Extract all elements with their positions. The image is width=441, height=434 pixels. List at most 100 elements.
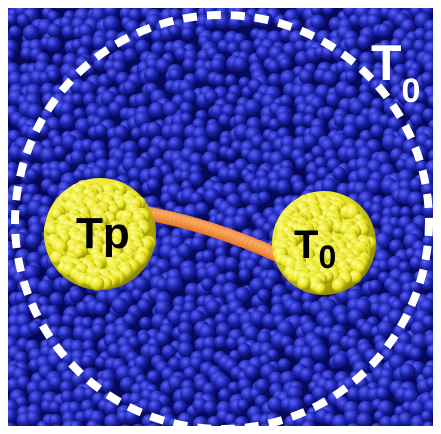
solvent-particle xyxy=(250,310,266,327)
bead-subunit xyxy=(90,276,105,291)
solvent-particle xyxy=(268,371,284,387)
solvent-particle xyxy=(322,8,335,16)
solvent-particle xyxy=(16,302,32,318)
solvent-particle xyxy=(425,159,433,177)
solvent-particle xyxy=(130,127,143,140)
solvent-particle xyxy=(122,80,137,95)
solvent-particle xyxy=(134,39,150,55)
solvent-particle xyxy=(356,166,373,184)
solvent-particle xyxy=(16,13,30,27)
solvent-particle xyxy=(387,116,404,132)
solvent-particle xyxy=(189,356,204,371)
solvent-particle xyxy=(229,245,243,259)
solvent-particle xyxy=(52,53,65,66)
solvent-particle xyxy=(267,396,284,413)
solvent-particle xyxy=(424,30,433,45)
solvent-particle xyxy=(168,24,181,38)
solvent-particle xyxy=(72,169,86,182)
solvent-particle xyxy=(69,288,84,303)
solvent-particle xyxy=(407,191,425,208)
solvent-particle xyxy=(199,324,216,341)
solvent-particle xyxy=(237,399,250,412)
solvent-particle xyxy=(25,233,41,249)
solvent-particle xyxy=(309,14,326,31)
solvent-particle xyxy=(213,74,226,87)
solvent-particle xyxy=(402,388,419,405)
solvent-particle xyxy=(71,93,84,106)
solvent-particle xyxy=(291,289,304,302)
solvent-particle xyxy=(103,15,120,33)
solvent-particle xyxy=(342,59,359,76)
bath-temperature-label-subscript: 0 xyxy=(402,72,421,110)
solvent-particle xyxy=(192,416,209,426)
solvent-particle xyxy=(92,34,108,50)
solvent-particle xyxy=(356,412,373,426)
solvent-particle xyxy=(234,287,251,304)
solvent-particle xyxy=(113,125,129,140)
solvent-particle xyxy=(299,367,315,383)
bead-subunit xyxy=(331,278,346,293)
solvent-particle xyxy=(46,36,62,53)
solvent-particle xyxy=(310,8,323,16)
solvent-particle xyxy=(321,106,335,120)
solvent-particle xyxy=(104,312,118,326)
solvent-particle xyxy=(91,323,105,337)
solvent-particle xyxy=(214,335,228,349)
solvent-particle xyxy=(22,24,40,42)
bead-subunit xyxy=(297,276,311,290)
solvent-particle xyxy=(375,386,390,401)
solvent-particle xyxy=(432,65,433,71)
solvent-particle xyxy=(48,414,63,426)
cold-bead xyxy=(272,191,377,295)
solvent-particle xyxy=(202,336,218,352)
solvent-particle xyxy=(427,95,433,108)
solvent-particle xyxy=(247,149,265,166)
solvent-particle xyxy=(425,377,433,390)
solvent-particle xyxy=(104,8,119,18)
solvent-particle xyxy=(101,379,115,393)
solvent-particle xyxy=(155,277,170,292)
solvent-particle xyxy=(201,249,215,263)
solvent-particle xyxy=(389,49,406,66)
solvent-particle xyxy=(26,410,42,426)
solvent-particle xyxy=(432,231,433,237)
solvent-particle xyxy=(177,321,193,337)
solvent-particle xyxy=(371,67,387,83)
solvent-particle xyxy=(26,103,43,121)
solvent-particle xyxy=(79,34,95,50)
solvent-particle xyxy=(333,113,347,127)
solvent-particle xyxy=(95,356,108,369)
solvent-particle xyxy=(86,419,101,426)
solvent-particle xyxy=(311,145,325,159)
solvent-particle xyxy=(398,412,414,426)
solvent-particle xyxy=(278,57,292,71)
solvent-particle xyxy=(202,382,217,397)
solvent-particle xyxy=(195,66,212,83)
solvent-particle xyxy=(107,425,114,426)
solvent-particle xyxy=(218,388,232,402)
solvent-particle xyxy=(8,71,24,88)
solvent-particle xyxy=(148,399,163,415)
solvent-particle xyxy=(205,122,222,138)
solvent-particle xyxy=(427,149,433,163)
solvent-particle xyxy=(136,299,152,314)
solvent-particle xyxy=(292,112,308,128)
solvent-particle xyxy=(238,268,251,282)
solvent-particle xyxy=(344,36,359,51)
solvent-particle xyxy=(203,89,219,105)
solvent-particle xyxy=(414,90,428,103)
solvent-particle xyxy=(224,256,239,272)
solvent-particle xyxy=(94,124,108,138)
solvent-particle xyxy=(182,57,197,72)
solvent-particle xyxy=(78,23,94,39)
solvent-particle xyxy=(233,114,247,128)
solvent-particle xyxy=(228,381,241,394)
solvent-particle xyxy=(167,309,184,326)
solvent-particle xyxy=(181,265,197,281)
solvent-particle xyxy=(133,423,144,426)
solvent-particle xyxy=(282,424,293,426)
solvent-particle xyxy=(57,161,71,175)
solvent-particle xyxy=(295,156,308,170)
solvent-particle xyxy=(157,139,170,152)
solvent-particle xyxy=(292,180,306,194)
